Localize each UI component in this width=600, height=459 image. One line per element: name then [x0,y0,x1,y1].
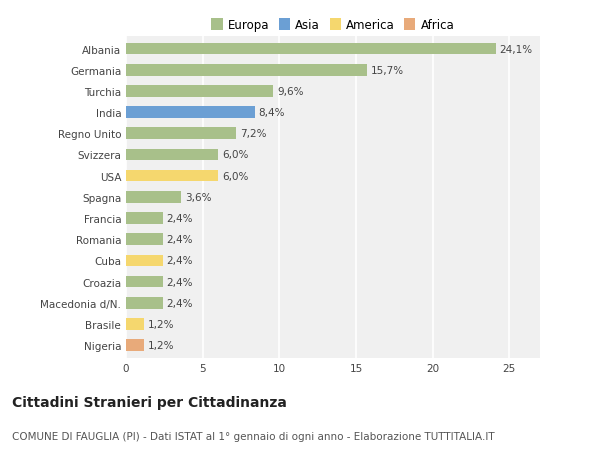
Text: 3,6%: 3,6% [185,192,212,202]
Bar [126,340,145,351]
Text: 7,2%: 7,2% [240,129,267,139]
Bar [126,234,163,246]
Bar [126,44,496,55]
Text: 15,7%: 15,7% [371,66,404,76]
Text: COMUNE DI FAUGLIA (PI) - Dati ISTAT al 1° gennaio di ogni anno - Elaborazione TU: COMUNE DI FAUGLIA (PI) - Dati ISTAT al 1… [12,431,494,442]
Legend: Europa, Asia, America, Africa: Europa, Asia, America, Africa [209,17,457,34]
Text: 8,4%: 8,4% [259,108,285,118]
Text: 2,4%: 2,4% [167,235,193,245]
Bar [126,191,181,203]
Text: 2,4%: 2,4% [167,213,193,224]
Text: Cittadini Stranieri per Cittadinanza: Cittadini Stranieri per Cittadinanza [12,395,287,409]
Text: 2,4%: 2,4% [167,277,193,287]
Bar [126,170,218,182]
Text: 2,4%: 2,4% [167,298,193,308]
Bar [126,213,163,224]
Bar [126,149,218,161]
Bar [126,128,236,140]
Text: 24,1%: 24,1% [499,45,532,55]
Bar [126,255,163,267]
Bar [126,86,273,97]
Text: 9,6%: 9,6% [277,87,304,97]
Text: 6,0%: 6,0% [222,171,248,181]
Bar [126,276,163,288]
Text: 1,2%: 1,2% [148,319,175,329]
Text: 6,0%: 6,0% [222,150,248,160]
Text: 2,4%: 2,4% [167,256,193,266]
Bar [126,107,255,118]
Bar [126,65,367,76]
Text: 1,2%: 1,2% [148,340,175,350]
Bar [126,297,163,309]
Bar [126,319,145,330]
